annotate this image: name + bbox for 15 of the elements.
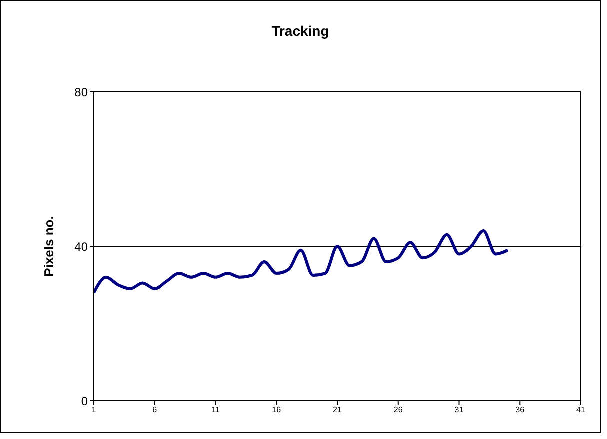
x-tick-label: 16 [272,406,282,415]
x-tick-label: 11 [212,406,220,415]
x-tick-label: 36 [516,406,526,415]
x-tick-label: 21 [333,406,342,415]
y-tick-label: 80 [74,85,88,100]
x-tick-label: 6 [152,406,158,415]
y-axis-title: Pixels no. [42,216,57,277]
x-tick-label: 26 [394,406,404,415]
line-series [94,230,510,294]
y-tick-label: 40 [74,240,88,254]
x-tick-label: 41 [576,406,586,415]
x-tick-label: 1 [92,406,97,415]
y-tick-label: 0 [81,394,88,408]
x-tick-label: 31 [454,406,464,415]
chart-title: Tracking [270,23,330,39]
